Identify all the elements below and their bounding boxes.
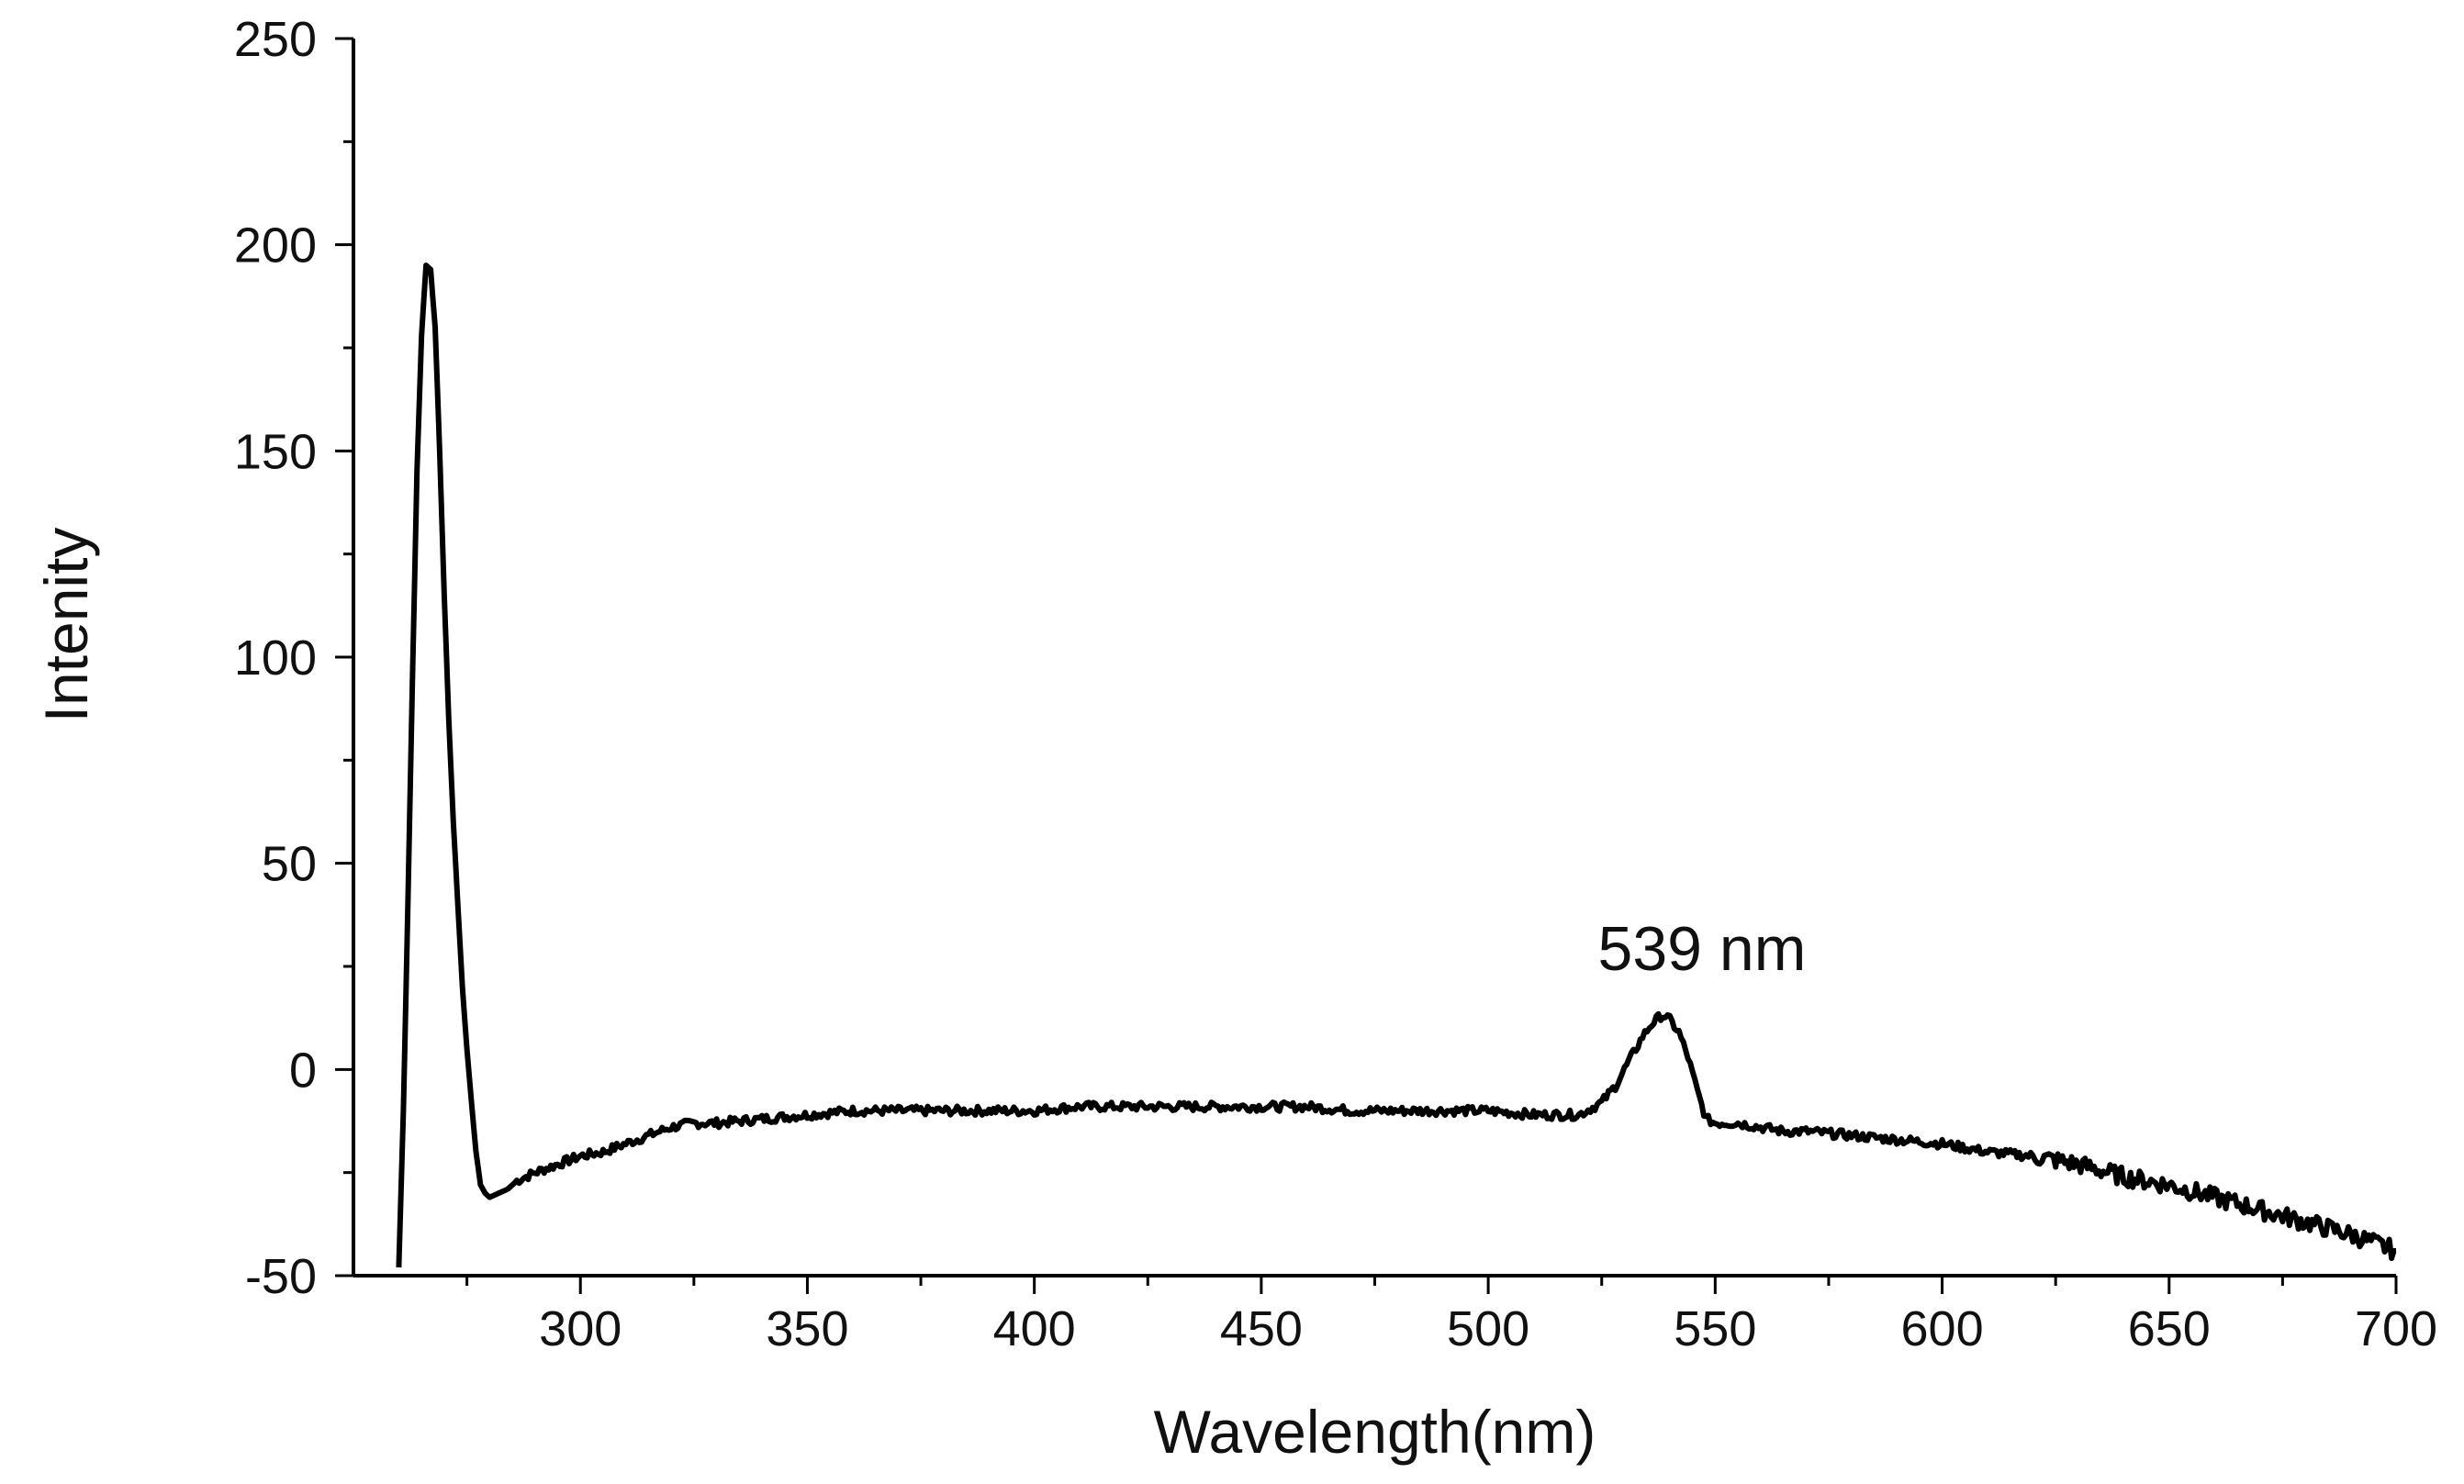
y-axis-title: Intenity [32,528,100,723]
x-tick-label: 550 [1674,1301,1756,1356]
spectrum-line [396,262,2397,1268]
y-tick-label: 200 [234,218,317,273]
x-tick-label: 600 [1901,1301,1984,1356]
x-axis-title: Wavelength(nm) [1154,1398,1596,1466]
x-tick-label: 300 [539,1301,622,1356]
y-tick-label: -50 [245,1249,317,1304]
x-tick-label: 350 [766,1301,848,1356]
x-tick-label: 500 [1447,1301,1529,1356]
y-tick-label: 100 [234,630,317,686]
x-tick-label: 650 [2128,1301,2211,1356]
y-tick-label: 50 [262,837,317,892]
y-tick-label: 150 [234,424,317,479]
x-tick-label: 400 [993,1301,1076,1356]
x-tick-label: 700 [2355,1301,2437,1356]
peak-annotation: 539 nm [1598,914,1807,984]
y-tick-label: 250 [234,12,317,67]
axes [335,37,2398,1294]
labels: Wavelength(nm) Intenity 300 350 400 450 500 5… [32,12,2437,1466]
y-tick-label: 0 [289,1043,317,1098]
plot-area [396,262,2397,1268]
x-tick-label: 450 [1220,1301,1303,1356]
